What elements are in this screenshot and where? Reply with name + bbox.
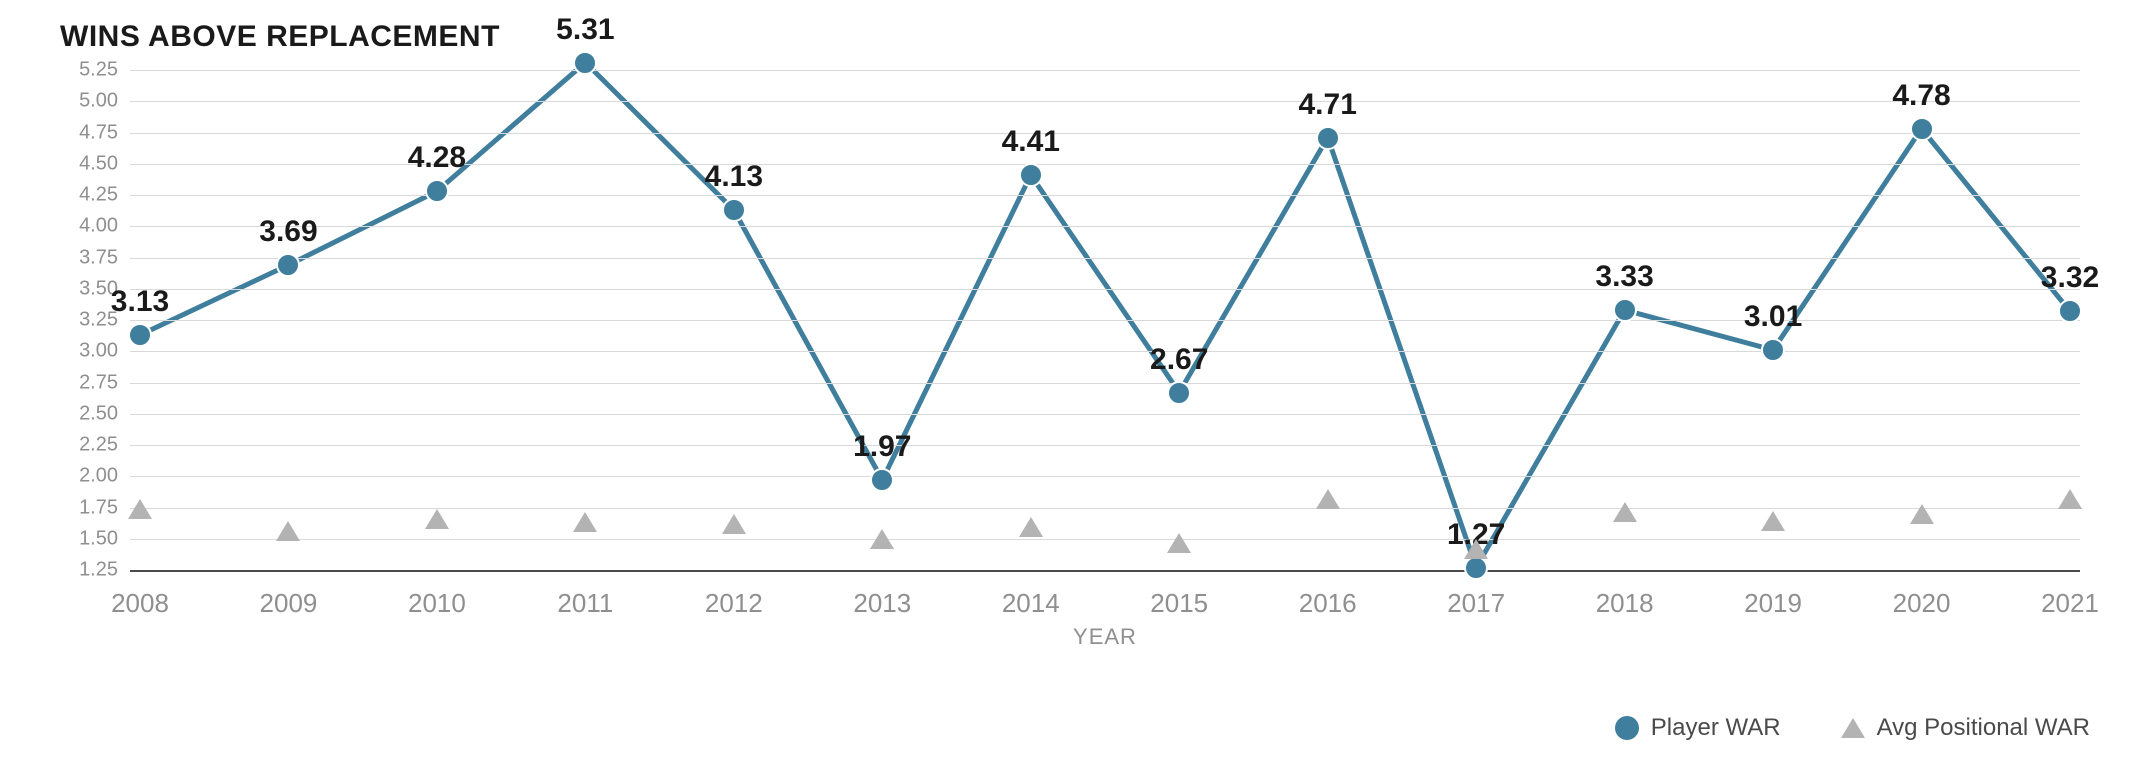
player-war-value-label: 3.69 bbox=[259, 215, 317, 249]
player-war-value-label: 4.71 bbox=[1298, 88, 1356, 122]
player-war-point[interactable] bbox=[1167, 381, 1191, 405]
avg-positional-war-point[interactable] bbox=[1019, 517, 1043, 537]
y-tick-label: 1.50 bbox=[58, 527, 118, 550]
player-war-value-label: 4.13 bbox=[705, 160, 763, 194]
player-war-value-label: 4.41 bbox=[1002, 125, 1060, 159]
player-war-value-label: 4.78 bbox=[1892, 79, 1950, 113]
player-war-point[interactable] bbox=[2058, 299, 2082, 323]
avg-positional-war-point[interactable] bbox=[276, 521, 300, 541]
gridline bbox=[130, 570, 2080, 572]
x-tick-label: 2012 bbox=[705, 588, 763, 619]
legend: Player WAR Avg Positional WAR bbox=[1615, 714, 2090, 742]
x-tick-label: 2015 bbox=[1150, 588, 1208, 619]
player-war-value-label: 3.33 bbox=[1595, 260, 1653, 294]
avg-positional-war-point[interactable] bbox=[1316, 489, 1340, 509]
x-tick-label: 2010 bbox=[408, 588, 466, 619]
player-war-point[interactable] bbox=[276, 253, 300, 277]
x-tick-label: 2021 bbox=[2041, 588, 2099, 619]
player-war-point[interactable] bbox=[128, 323, 152, 347]
y-tick-label: 3.00 bbox=[58, 340, 118, 363]
y-tick-label: 3.75 bbox=[58, 246, 118, 269]
player-war-point[interactable] bbox=[870, 468, 894, 492]
y-tick-label: 4.50 bbox=[58, 152, 118, 175]
avg-positional-war-point[interactable] bbox=[425, 509, 449, 529]
y-tick-label: 3.25 bbox=[58, 309, 118, 332]
avg-positional-war-point[interactable] bbox=[128, 499, 152, 519]
player-war-value-label: 3.32 bbox=[2041, 261, 2099, 295]
y-tick-label: 1.75 bbox=[58, 496, 118, 519]
gridline bbox=[130, 133, 2080, 134]
plot-area: 1.251.501.752.002.252.502.753.003.253.50… bbox=[130, 70, 2080, 570]
avg-positional-war-point[interactable] bbox=[722, 514, 746, 534]
gridline bbox=[130, 101, 2080, 102]
y-tick-label: 2.00 bbox=[58, 465, 118, 488]
x-tick-label: 2020 bbox=[1893, 588, 1951, 619]
x-tick-label: 2014 bbox=[1002, 588, 1060, 619]
gridline bbox=[130, 258, 2080, 259]
y-tick-label: 2.75 bbox=[58, 371, 118, 394]
player-war-value-label: 2.67 bbox=[1150, 343, 1208, 377]
player-war-value-label: 1.97 bbox=[853, 430, 911, 464]
x-tick-label: 2018 bbox=[1596, 588, 1654, 619]
y-tick-label: 3.50 bbox=[58, 277, 118, 300]
legend-label: Player WAR bbox=[1651, 714, 1781, 742]
gridline bbox=[130, 476, 2080, 477]
triangle-icon bbox=[1841, 718, 1865, 738]
gridline bbox=[130, 226, 2080, 227]
gridline bbox=[130, 445, 2080, 446]
player-war-point[interactable] bbox=[1613, 298, 1637, 322]
player-war-point[interactable] bbox=[1910, 117, 1934, 141]
player-war-point[interactable] bbox=[1761, 338, 1785, 362]
y-tick-label: 2.50 bbox=[58, 402, 118, 425]
gridline bbox=[130, 351, 2080, 352]
x-tick-label: 2016 bbox=[1299, 588, 1357, 619]
legend-label: Avg Positional WAR bbox=[1877, 714, 2090, 742]
avg-positional-war-point[interactable] bbox=[1910, 504, 1934, 524]
x-axis-label: YEAR bbox=[1073, 624, 1137, 650]
player-war-value-label: 5.31 bbox=[556, 13, 614, 47]
gridline bbox=[130, 414, 2080, 415]
x-tick-label: 2013 bbox=[853, 588, 911, 619]
x-tick-label: 2008 bbox=[111, 588, 169, 619]
avg-positional-war-point[interactable] bbox=[1464, 539, 1488, 559]
x-tick-label: 2011 bbox=[557, 588, 613, 619]
avg-positional-war-point[interactable] bbox=[1167, 533, 1191, 553]
chart-title: WINS ABOVE REPLACEMENT bbox=[60, 20, 2110, 54]
avg-positional-war-point[interactable] bbox=[1613, 502, 1637, 522]
avg-positional-war-point[interactable] bbox=[1761, 511, 1785, 531]
gridline bbox=[130, 70, 2080, 71]
player-war-value-label: 3.01 bbox=[1744, 300, 1802, 334]
avg-positional-war-point[interactable] bbox=[870, 529, 894, 549]
x-tick-label: 2009 bbox=[260, 588, 318, 619]
gridline bbox=[130, 383, 2080, 384]
gridline bbox=[130, 195, 2080, 196]
gridline bbox=[130, 508, 2080, 509]
y-tick-label: 4.75 bbox=[58, 121, 118, 144]
avg-positional-war-point[interactable] bbox=[2058, 489, 2082, 509]
player-war-point[interactable] bbox=[722, 198, 746, 222]
y-tick-label: 5.25 bbox=[58, 59, 118, 82]
gridline bbox=[130, 289, 2080, 290]
avg-positional-war-point[interactable] bbox=[573, 512, 597, 532]
player-war-point[interactable] bbox=[573, 51, 597, 75]
x-tick-label: 2017 bbox=[1447, 588, 1505, 619]
legend-item-avg-positional-war[interactable]: Avg Positional WAR bbox=[1841, 714, 2090, 742]
y-tick-label: 1.25 bbox=[58, 559, 118, 582]
y-tick-label: 2.25 bbox=[58, 434, 118, 457]
legend-item-player-war[interactable]: Player WAR bbox=[1615, 714, 1781, 742]
player-war-point[interactable] bbox=[1019, 163, 1043, 187]
gridline bbox=[130, 539, 2080, 540]
circle-icon bbox=[1615, 716, 1639, 740]
y-tick-label: 4.00 bbox=[58, 215, 118, 238]
y-tick-label: 5.00 bbox=[58, 90, 118, 113]
player-war-point[interactable] bbox=[1316, 126, 1340, 150]
x-tick-label: 2019 bbox=[1744, 588, 1802, 619]
chart-container: WINS ABOVE REPLACEMENT 1.251.501.752.002… bbox=[0, 0, 2150, 760]
player-war-value-label: 3.13 bbox=[111, 285, 169, 319]
y-tick-label: 4.25 bbox=[58, 184, 118, 207]
player-war-point[interactable] bbox=[425, 179, 449, 203]
player-war-value-label: 4.28 bbox=[408, 141, 466, 175]
